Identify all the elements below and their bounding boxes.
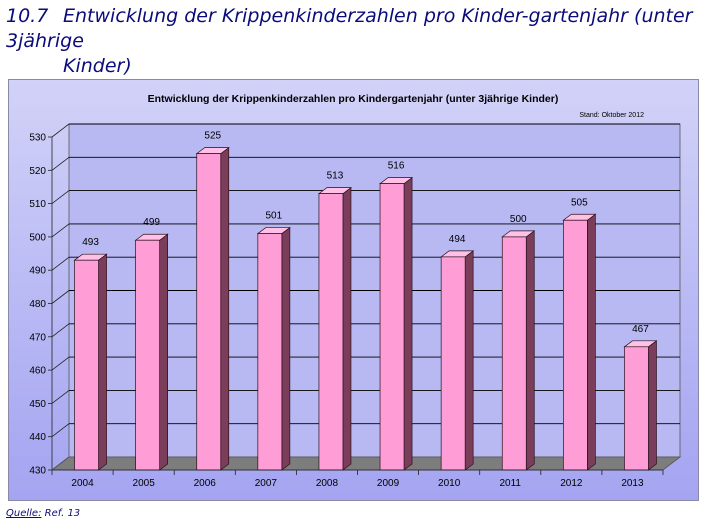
bar-side [648, 340, 657, 471]
y-tick-label: 470 [29, 332, 46, 343]
x-tick-label: 2013 [621, 478, 644, 489]
x-tick-label: 2006 [194, 478, 217, 489]
gridline-depth [51, 290, 70, 304]
data-label: 505 [571, 197, 588, 208]
data-label: 493 [82, 237, 99, 248]
bar [379, 183, 405, 471]
x-tick-label: 2009 [377, 478, 400, 489]
gridline-depth [51, 423, 70, 438]
y-tick-label: 450 [29, 399, 46, 410]
x-tick-label: 2012 [560, 478, 583, 489]
y-tick-label: 490 [29, 266, 46, 277]
gridline-depth [51, 223, 70, 238]
data-label: 467 [632, 324, 649, 335]
bar [318, 193, 344, 471]
chart-title: Entwicklung der Krippenkinderzahlen pro … [148, 93, 559, 105]
y-tick-label: 520 [29, 166, 46, 177]
bar-side [220, 146, 230, 471]
gridline-depth [51, 390, 70, 404]
data-label: 499 [143, 217, 160, 228]
bar-side [98, 253, 107, 471]
gridline-depth [51, 190, 70, 204]
bar [74, 259, 99, 471]
x-tick-label: 2005 [133, 478, 156, 489]
x-tick-label: 2008 [316, 478, 339, 489]
x-tick-label: 2007 [255, 478, 278, 489]
bar [440, 256, 466, 471]
bar [257, 233, 283, 471]
y-tick-label: 500 [29, 232, 46, 243]
source-note: Quelle: Ref. 13 [6, 508, 80, 519]
section-title-line2: Kinder) [63, 55, 132, 77]
bar-chart: 430 440 450 460 470 480 490 500 510 520 530 493 499 5… [29, 93, 682, 489]
source-ref: Ref. 13 [44, 508, 81, 519]
bar [135, 239, 161, 471]
chart-container: 430 440 450 460 470 480 490 500 510 520 530 493 499 5… [8, 79, 699, 501]
bar-side [464, 250, 474, 471]
gridline-depth [51, 123, 70, 138]
bar-side [586, 213, 596, 471]
y-tick-label: 430 [29, 466, 46, 477]
bar [624, 346, 649, 471]
x-tick-label: 2010 [438, 478, 461, 489]
x-tick-label: 2011 [499, 478, 521, 489]
bar-side [159, 233, 168, 471]
gridline-depth [51, 356, 70, 371]
bar-side [342, 186, 352, 471]
y-tick-label: 440 [29, 432, 46, 443]
gridline-depth [51, 323, 70, 338]
bar-side [525, 230, 535, 471]
bar-side [403, 176, 413, 471]
y-tick-label: 530 [29, 133, 46, 144]
gridline-depth [51, 156, 70, 171]
bar [562, 219, 588, 471]
data-label: 513 [327, 171, 344, 182]
data-label: 494 [449, 234, 466, 245]
y-tick-label: 460 [29, 366, 46, 377]
data-label: 516 [388, 161, 405, 172]
y-tick-label: 480 [29, 299, 46, 310]
section-title-line1: Entwicklung der Krippenkinderzahlen pro … [6, 5, 693, 52]
gridline-depth [51, 256, 70, 271]
chart-note: Stand: Oktober 2012 [579, 112, 644, 119]
x-tick-label: 2004 [71, 478, 94, 489]
data-label: 500 [510, 214, 527, 225]
section-number: 10.7 [6, 5, 49, 27]
bar [501, 236, 527, 471]
y-tick-label: 510 [29, 199, 46, 210]
source-label: Quelle: [6, 508, 42, 519]
bar-side [281, 226, 291, 471]
data-label: 525 [204, 131, 221, 142]
data-label: 501 [266, 211, 283, 222]
bar [196, 153, 222, 471]
section-heading: 10.7 Entwicklung der Krippenkinderzahlen … [6, 4, 706, 79]
